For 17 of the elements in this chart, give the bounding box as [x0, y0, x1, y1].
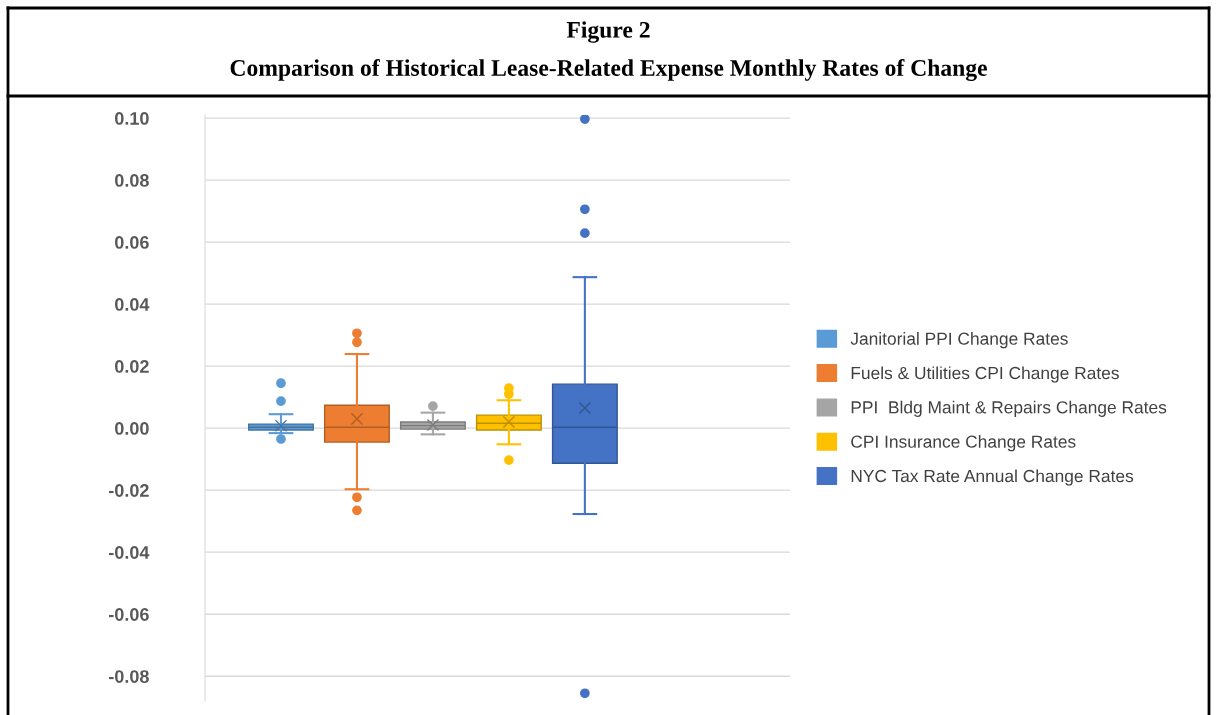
legend-label: CPI Insurance Change Rates — [851, 435, 1076, 452]
legend-label: Janitorial PPI Change Rates — [850, 332, 1068, 349]
legend-label: NYC Tax Rate Annual Change Rates — [851, 469, 1134, 486]
y-tick-label: 0.10 — [115, 112, 149, 125]
legend-label: Fuels & Utilities CPI Change Rates — [851, 366, 1119, 383]
y-tick-label: 0.08 — [115, 174, 149, 187]
y-tick-label: 0.04 — [115, 298, 150, 311]
y-tick-label: -0.08 — [109, 670, 149, 683]
y-tick-label: 0.00 — [115, 422, 149, 435]
y-tick-label: -0.06 — [109, 608, 149, 621]
chart-subtitle: Comparison of Historical Lease-Related Expense Monthly Rates of Change — [230, 59, 987, 81]
y-tick-label: 0.06 — [115, 236, 149, 249]
y-tick-label: -0.04 — [109, 546, 150, 559]
chart-title: Figure 2 — [566, 21, 650, 43]
legend-label: PPI Bldg Maint & Repairs Change Rates — [851, 400, 1167, 417]
y-tick-label: -0.02 — [109, 484, 149, 497]
y-tick-label: 0.02 — [115, 360, 149, 373]
